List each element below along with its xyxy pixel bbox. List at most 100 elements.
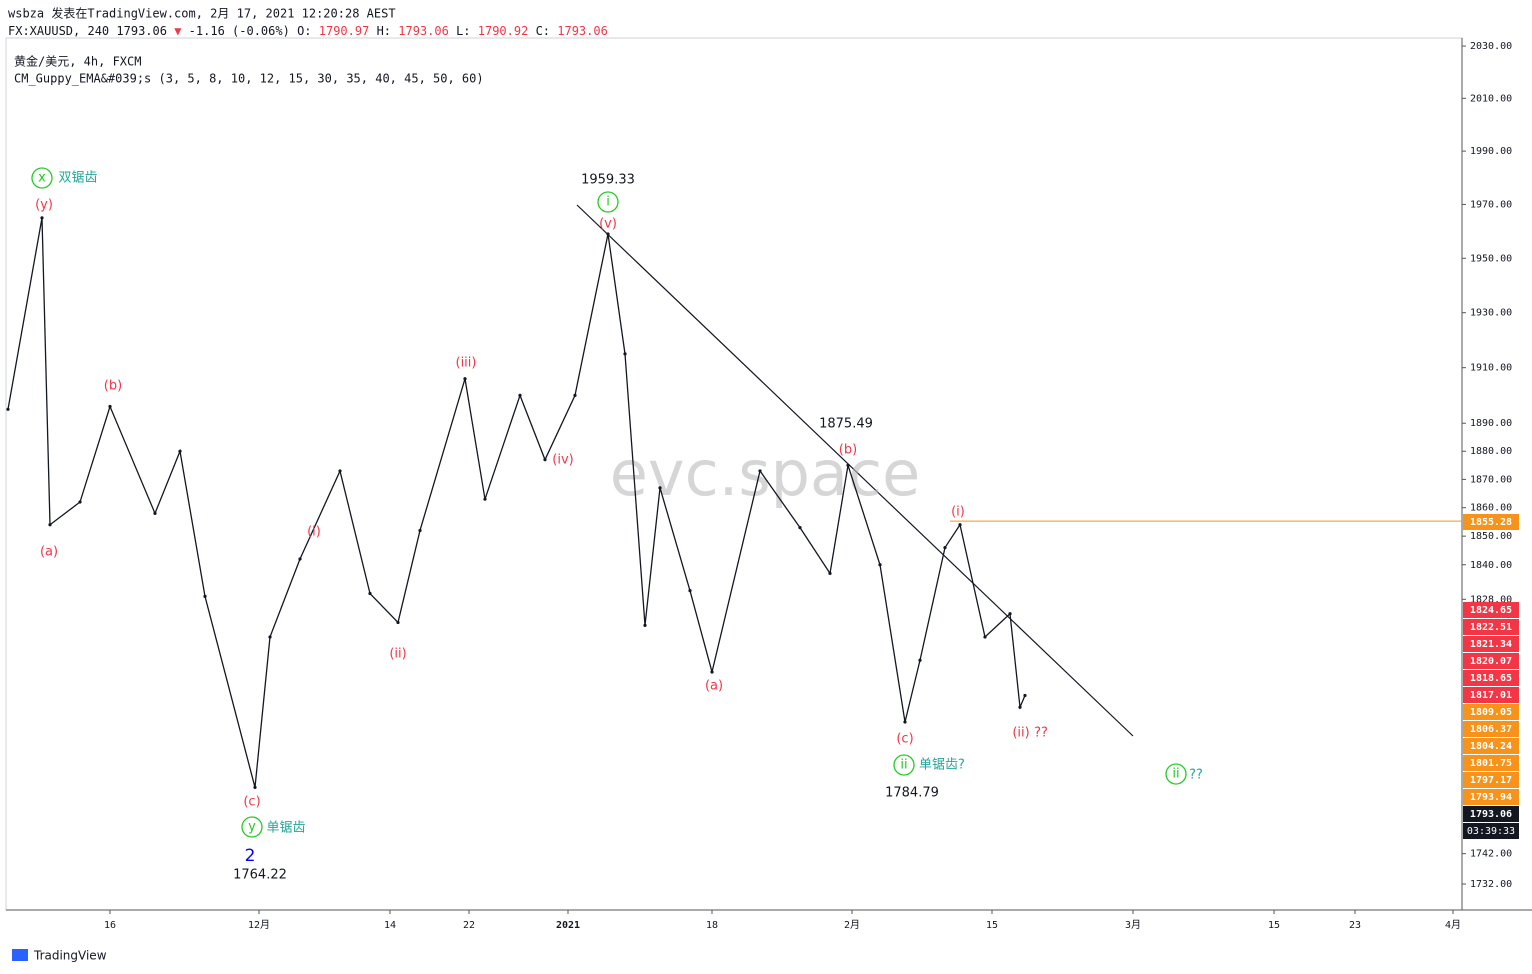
- wave-circle: [893, 754, 915, 776]
- price-label: 1820.07: [1470, 656, 1512, 667]
- swing-point: [418, 528, 422, 533]
- price-label: 1822.51: [1470, 622, 1512, 633]
- footer-brand[interactable]: TradingView: [33, 949, 107, 963]
- swing-point: [108, 404, 112, 409]
- ohlc-part: ▼: [174, 24, 182, 38]
- wave-label: (ii): [389, 647, 406, 662]
- swing-point: [798, 525, 802, 530]
- swing-point: [518, 393, 522, 397]
- countdown-bg: [1463, 823, 1519, 839]
- x-tick-label: 4月: [1445, 919, 1461, 931]
- wave-label: (i): [951, 505, 965, 520]
- price-label: 1855.28: [1470, 517, 1512, 528]
- publish-info: wsbza 发表在TradingView.com, 2月 17, 2021 12…: [8, 6, 396, 21]
- swing-point: [943, 545, 947, 550]
- price-label-bg: [1463, 619, 1519, 635]
- watermark: evc.space: [610, 437, 921, 510]
- x-tick-label: 2月: [844, 919, 860, 931]
- ohlc-part: H:: [377, 24, 391, 38]
- ohlc-part: L:: [456, 24, 470, 38]
- price-label-bg: [1463, 738, 1519, 754]
- y-tick-label: 1880.00: [1470, 446, 1512, 457]
- swing-point: [483, 497, 487, 501]
- price-label-bg: [1463, 755, 1519, 771]
- price-label: 1806.37: [1470, 724, 1512, 735]
- price-label-bg: [1463, 806, 1519, 822]
- ohlc-part: -1.16 (-0.06%): [189, 24, 290, 38]
- ohlc: FX:XAUUSD, 240 1793.06 ▼ -1.16 (-0.06%) …: [8, 24, 608, 38]
- swing-point: [253, 785, 257, 790]
- y-tick-label: 1910.00: [1470, 363, 1512, 374]
- swing-point: [368, 591, 372, 596]
- x-tick-label: 12月: [248, 919, 270, 931]
- x-tick-label: 16: [104, 920, 116, 931]
- swing-point: [573, 393, 577, 397]
- price-label-bg: [1463, 789, 1519, 805]
- swing-point: [78, 500, 82, 504]
- swing-point: [918, 658, 922, 662]
- ohlc-part: 1790.92: [478, 24, 529, 38]
- wave-label: (b): [839, 443, 857, 458]
- y-tick-label: 1860.00: [1470, 503, 1512, 514]
- wave-label: 单锯齿?: [919, 758, 965, 773]
- swing-point: [1018, 705, 1022, 709]
- x-tick-label: 15: [1268, 920, 1280, 931]
- swing-point: [178, 449, 182, 453]
- ohlc-part: 1793.06: [557, 24, 608, 38]
- swing-point: [958, 523, 962, 527]
- price-label-bg: [1463, 514, 1519, 530]
- ohlc-part: FX:XAUUSD, 240: [8, 24, 109, 38]
- swing-point: [828, 571, 832, 575]
- wave-label: (a): [40, 545, 58, 560]
- y-tick-label: 1930.00: [1470, 308, 1512, 319]
- wave-label: (iv): [552, 453, 573, 468]
- wave-label: 1764.22: [233, 868, 287, 883]
- ohlc-part: 1793.06: [116, 24, 167, 38]
- wave-label: ??: [1189, 768, 1203, 783]
- swing-point: [606, 232, 610, 236]
- y-tick-label: 1990.00: [1470, 146, 1512, 157]
- wave-label: 双锯齿: [58, 171, 97, 186]
- wave-label: (iii): [456, 356, 477, 371]
- swing-point: [903, 720, 907, 724]
- swing-point: [1008, 612, 1012, 616]
- x-tick-label: 2021: [556, 920, 580, 931]
- swing-point: [658, 486, 662, 490]
- swing-point: [983, 635, 987, 639]
- swing-point: [758, 469, 762, 473]
- y-tick-label: 1850.00: [1470, 531, 1512, 542]
- ohlc-part: 1793.06: [398, 24, 449, 38]
- trendline: [576, 204, 1134, 737]
- wave-label: (i): [307, 525, 321, 540]
- price-label: 1797.17: [1470, 775, 1512, 786]
- price-label: 1793.06: [1470, 809, 1512, 820]
- price-label: 1817.01: [1470, 690, 1512, 701]
- wave-label: 1784.79: [885, 786, 939, 801]
- price-label-bg: [1463, 721, 1519, 737]
- price-label: 1818.65: [1470, 673, 1512, 684]
- countdown: 03:39:33: [1467, 826, 1515, 837]
- x-tick-label: 14: [384, 920, 396, 931]
- wave-label: ??: [1034, 726, 1048, 741]
- swing-point: [543, 458, 547, 462]
- y-tick-label: 1742.00: [1470, 849, 1512, 860]
- swing-point: [153, 511, 157, 515]
- swing-point: [268, 635, 272, 639]
- swing-point: [688, 589, 692, 593]
- price-label-bg: [1463, 772, 1519, 788]
- wave-label: (y): [35, 198, 53, 213]
- wave-label: ii: [900, 758, 907, 773]
- swing-point: [463, 377, 467, 381]
- x-tick-label: 22: [463, 920, 475, 931]
- y-tick-label: 1890.00: [1470, 418, 1512, 429]
- wave-label: 1875.49: [819, 417, 873, 432]
- price-label: 1793.94: [1470, 792, 1512, 803]
- price-label-bg: [1463, 670, 1519, 686]
- wave-label: (a): [705, 679, 723, 694]
- wave-circle: [241, 816, 263, 838]
- y-tick-label: 1870.00: [1470, 474, 1512, 485]
- y-tick-label: 1732.00: [1470, 879, 1512, 890]
- x-tick-label: 23: [1349, 920, 1361, 931]
- wave-label: 1959.33: [581, 173, 635, 188]
